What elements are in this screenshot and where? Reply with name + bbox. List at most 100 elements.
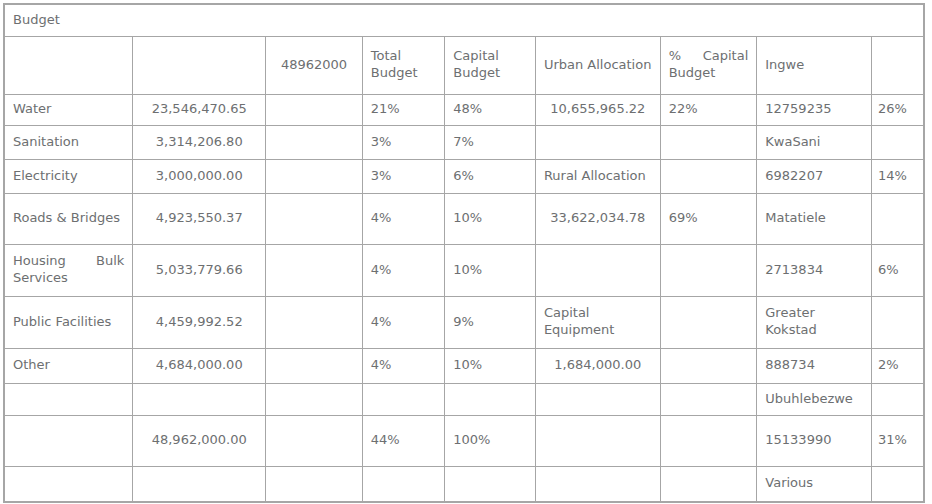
cell-r10c2: [133, 466, 266, 502]
cell-r8c8: Ubuhlebezwe: [757, 383, 872, 415]
table-row: Water23,546,470.65 21%48%10,655,965.2222%…: [4, 94, 924, 125]
cell-r10c1: [4, 466, 133, 502]
cell-r7c2: 4,684,000.00: [133, 348, 266, 383]
budget-table: Budget 48962000 Total Budget Capital Bud…: [3, 3, 925, 503]
table-header-row: 48962000 Total Budget Capital Budget Urb…: [4, 36, 924, 94]
cell-r6c8: Greater Kokstad: [757, 296, 872, 348]
cell-r1c5: 48%: [445, 94, 536, 125]
cell-r7c6: 1,684,000.00: [535, 348, 660, 383]
cell-r2c4: 3%: [362, 125, 445, 159]
cell-r8c6: [535, 383, 660, 415]
cell-r1c2: 23,546,470.65: [133, 94, 266, 125]
cell-r10c5: [445, 466, 536, 502]
cell-r1c4: 21%: [362, 94, 445, 125]
header-cell-urban-allocation: Urban Allocation: [535, 36, 660, 94]
cell-r6c7: [660, 296, 757, 348]
cell-r2c7: [660, 125, 757, 159]
cell-r8c2: [133, 383, 266, 415]
cell-r5c1: Housing Bulk Services: [4, 244, 133, 296]
cell-r8c9: [872, 383, 924, 415]
cell-r3c3: [266, 159, 363, 193]
cell-r3c8: 6982207: [757, 159, 872, 193]
cell-r9c8: 15133990: [757, 415, 872, 466]
cell-r2c1: Sanitation: [4, 125, 133, 159]
cell-r4c1: Roads & Bridges: [4, 193, 133, 244]
cell-r3c2: 3,000,000.00: [133, 159, 266, 193]
cell-r2c3: [266, 125, 363, 159]
cell-r5c3: [266, 244, 363, 296]
cell-r10c8: Various: [757, 466, 872, 502]
cell-r9c4: 44%: [362, 415, 445, 466]
cell-r9c3: [266, 415, 363, 466]
cell-r8c3: [266, 383, 363, 415]
table-title-row: Budget: [4, 4, 924, 36]
cell-r1c1: Water: [4, 94, 133, 125]
cell-r2c2: 3,314,206.80: [133, 125, 266, 159]
cell-r7c9: 2%: [872, 348, 924, 383]
cell-r7c3: [266, 348, 363, 383]
header-cell-percent-capital-budget: % Capital Budget: [660, 36, 757, 94]
cell-r6c6: Capital Equipment: [535, 296, 660, 348]
header-cell-total-budget: Total Budget: [362, 36, 445, 94]
table-body: Water23,546,470.65 21%48%10,655,965.2222%…: [4, 94, 924, 502]
table-row: Sanitation3,314,206.80 3%7% KwaSani: [4, 125, 924, 159]
header-cell-ingwe: Ingwe: [757, 36, 872, 94]
cell-r9c1: [4, 415, 133, 466]
cell-r3c4: 3%: [362, 159, 445, 193]
cell-r4c4: 4%: [362, 193, 445, 244]
cell-r6c3: [266, 296, 363, 348]
cell-r9c9: 31%: [872, 415, 924, 466]
cell-r10c7: [660, 466, 757, 502]
cell-r10c3: [266, 466, 363, 502]
cell-r4c8: Matatiele: [757, 193, 872, 244]
table-row: Roads & Bridges4,923,550.374%10%33,622,0…: [4, 193, 924, 244]
cell-r7c1: Other: [4, 348, 133, 383]
cell-r9c5: 100%: [445, 415, 536, 466]
cell-r7c7: [660, 348, 757, 383]
cell-r5c9: 6%: [872, 244, 924, 296]
cell-r6c2: 4,459,992.52: [133, 296, 266, 348]
cell-r8c1: [4, 383, 133, 415]
header-cell-empty-1: [4, 36, 133, 94]
cell-r5c4: 4%: [362, 244, 445, 296]
cell-r2c6: [535, 125, 660, 159]
cell-r9c7: [660, 415, 757, 466]
cell-r8c4: [362, 383, 445, 415]
document-page: Budget 48962000 Total Budget Capital Bud…: [0, 0, 932, 504]
cell-r10c9: [872, 466, 924, 502]
header-cell-empty-2: [133, 36, 266, 94]
cell-r3c9: 14%: [872, 159, 924, 193]
cell-r8c5: [445, 383, 536, 415]
table-row: Public Facilities4,459,992.524%9%Capital…: [4, 296, 924, 348]
cell-r6c5: 9%: [445, 296, 536, 348]
cell-r4c2: 4,923,550.37: [133, 193, 266, 244]
cell-r1c3: [266, 94, 363, 125]
cell-r2c9: [872, 125, 924, 159]
cell-r4c3: [266, 193, 363, 244]
cell-r10c6: [535, 466, 660, 502]
cell-r5c7: [660, 244, 757, 296]
cell-r1c6: 10,655,965.22: [535, 94, 660, 125]
cell-r7c8: 888734: [757, 348, 872, 383]
cell-r2c5: 7%: [445, 125, 536, 159]
cell-r4c9: [872, 193, 924, 244]
cell-r3c1: Electricity: [4, 159, 133, 193]
cell-r3c5: 6%: [445, 159, 536, 193]
cell-r1c9: 26%: [872, 94, 924, 125]
cell-r7c4: 4%: [362, 348, 445, 383]
cell-r9c6: [535, 415, 660, 466]
cell-r4c5: 10%: [445, 193, 536, 244]
cell-r2c8: KwaSani: [757, 125, 872, 159]
cell-r3c7: [660, 159, 757, 193]
cell-r9c2: 48,962,000.00: [133, 415, 266, 466]
cell-r5c6: [535, 244, 660, 296]
cell-r1c7: 22%: [660, 94, 757, 125]
cell-r7c5: 10%: [445, 348, 536, 383]
cell-r4c7: 69%: [660, 193, 757, 244]
cell-r5c5: 10%: [445, 244, 536, 296]
cell-r10c4: [362, 466, 445, 502]
table-title: Budget: [4, 4, 924, 36]
table-row: Ubuhlebezwe: [4, 383, 924, 415]
cell-r5c8: 2713834: [757, 244, 872, 296]
header-cell-capital-budget: Capital Budget: [445, 36, 536, 94]
